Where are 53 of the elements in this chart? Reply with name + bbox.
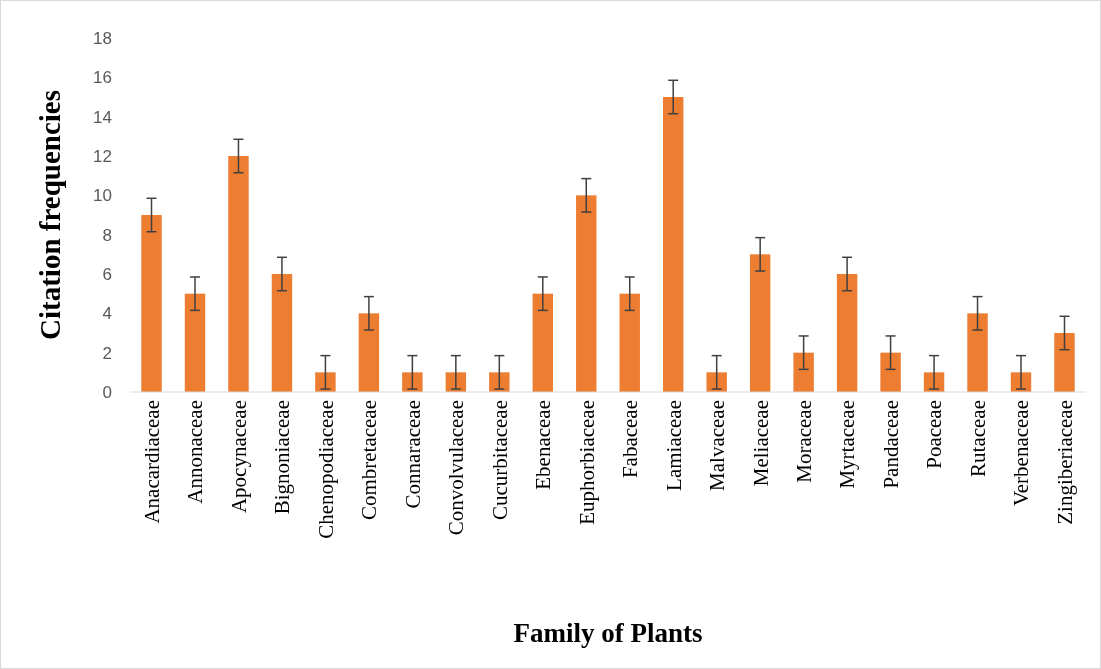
x-tick-label: Chenopodiaceae	[313, 400, 338, 539]
bar	[619, 293, 640, 392]
x-tick-label: Poaceae	[922, 400, 947, 469]
bar	[358, 313, 380, 392]
x-tick-label: Cucurbitaceae	[487, 400, 512, 521]
x-tick-label: Zingiberiaceae	[1052, 400, 1077, 525]
x-tick-label: Verbenaceae	[1009, 400, 1034, 507]
x-tick-label: Combretaceae	[357, 400, 382, 521]
x-tick-label: Euphorbiaceae	[574, 400, 599, 525]
x-tick-label: Meliaceae	[748, 400, 773, 487]
x-tick-label: Rutaceae	[965, 400, 990, 477]
bar	[793, 352, 814, 392]
bar	[402, 372, 423, 392]
y-axis-title: Citation frequencies	[34, 90, 66, 340]
x-tick-label: Connaraceae	[400, 400, 425, 509]
y-tick-label: 8	[102, 225, 112, 245]
bar	[315, 372, 336, 392]
x-axis-title: Family of Plants	[513, 618, 703, 648]
y-tick-label: 16	[93, 68, 112, 88]
y-tick-label: 4	[102, 304, 112, 324]
bar	[1054, 333, 1075, 392]
y-tick-label: 2	[102, 343, 112, 363]
x-tick-label: Bignoniaceae	[270, 400, 295, 515]
x-tick-label: Myrtaceae	[835, 400, 860, 489]
x-tick-label: Moraceae	[791, 400, 816, 483]
bar	[576, 195, 597, 392]
x-tick-label: Convolvulaceae	[444, 400, 469, 536]
y-tick-label: 18	[93, 28, 112, 48]
bar	[749, 254, 771, 392]
bar	[184, 293, 206, 392]
x-tick-label: Malvaceae	[705, 400, 730, 491]
x-tick-label: Annonaceae	[183, 400, 208, 504]
bar	[271, 274, 293, 392]
x-tick-label: Apocynaceae	[226, 400, 251, 514]
bar	[836, 274, 858, 392]
x-tick-label: Pandaceae	[878, 400, 903, 489]
y-tick-label: 14	[93, 107, 112, 127]
bar	[489, 372, 510, 392]
x-tick-label: Ebenaceae	[531, 400, 556, 490]
x-tick-label: Anacardiaceae	[139, 400, 164, 524]
bar	[663, 97, 684, 392]
bar	[228, 156, 249, 392]
y-tick-label: 0	[102, 382, 112, 402]
x-tick-label: Lamiaceae	[661, 400, 686, 491]
y-tick-label: 12	[93, 146, 112, 166]
x-tick-label: Fabaceae	[618, 400, 643, 479]
bar	[880, 352, 901, 392]
bar	[532, 293, 553, 392]
bar	[967, 313, 988, 392]
y-tick-label: 10	[93, 186, 112, 206]
bar	[706, 372, 727, 392]
y-tick-label: 6	[102, 264, 112, 284]
bar	[141, 215, 162, 392]
